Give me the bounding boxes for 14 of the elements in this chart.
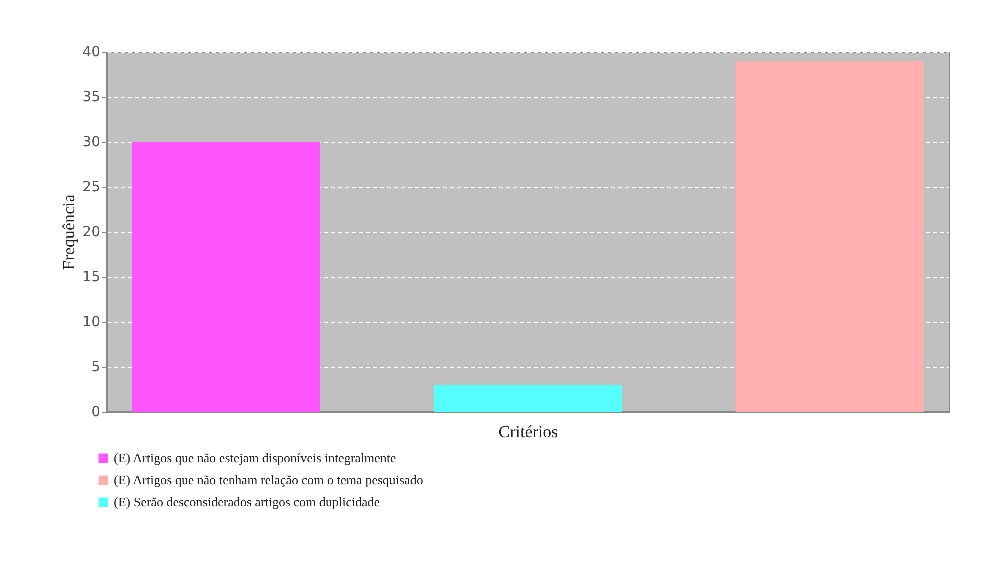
y-tick-label: 35	[82, 90, 100, 106]
y-tick-label: 0	[92, 404, 100, 420]
y-tick-label: 25	[82, 180, 100, 196]
y-axis-title: Frequência	[60, 194, 79, 270]
y-tick-label: 10	[82, 314, 100, 330]
legend-label: (E) Artigos que não estejam disponíveis integralmente	[114, 450, 397, 466]
y-tick-label: 20	[82, 224, 100, 240]
legend-label: (E) Serão desconsiderados artigos com duplicidade	[114, 494, 380, 510]
y-tick-label: 40	[82, 44, 100, 60]
x-axis-title: Critérios	[498, 422, 558, 442]
y-tick-label: 30	[82, 134, 100, 150]
legend-label: (E) Artigos que não tenham relação com o tema pesquisado	[114, 472, 424, 488]
y-tick-label: 15	[82, 270, 100, 286]
y-tick-label: 5	[92, 360, 100, 376]
